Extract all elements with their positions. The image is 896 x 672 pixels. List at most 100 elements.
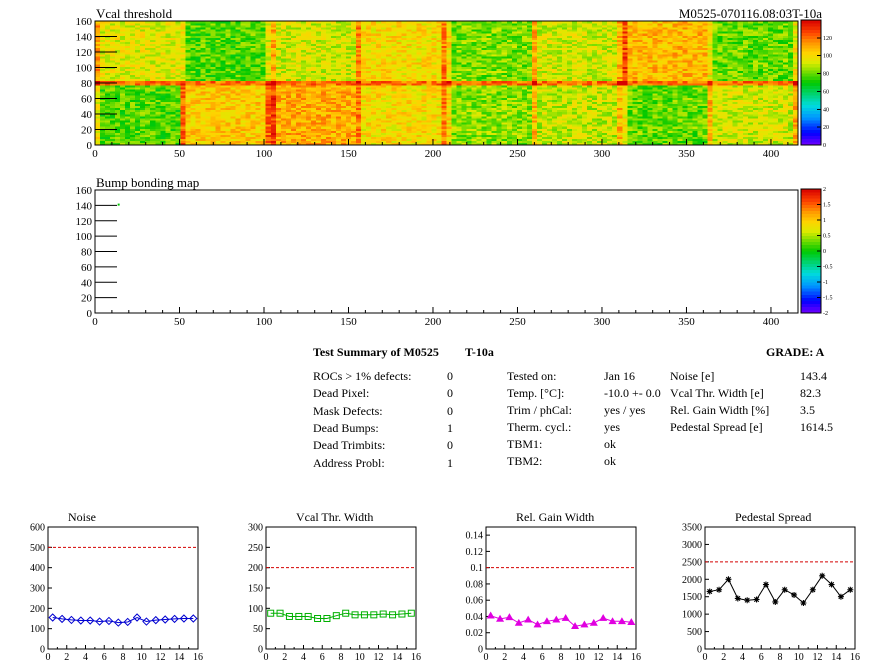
map-cell	[205, 126, 211, 129]
map-cell	[145, 130, 151, 133]
map-cell	[325, 85, 332, 88]
map-cell	[451, 122, 457, 125]
map-cell	[205, 64, 211, 67]
map-cell	[371, 25, 377, 28]
map-cell	[245, 70, 251, 73]
map-cell	[120, 105, 126, 109]
map-cell	[240, 58, 246, 61]
map-cell	[356, 87, 362, 90]
map-cell	[250, 130, 256, 133]
map-cell	[481, 62, 487, 65]
map-cell	[160, 72, 166, 76]
map-cell	[290, 114, 297, 117]
map-cell	[285, 35, 292, 38]
map-cell	[456, 109, 462, 113]
map-cell	[466, 70, 472, 73]
map-cell	[426, 114, 432, 117]
map-cell	[496, 105, 503, 109]
map-cell	[225, 97, 231, 100]
map-cell	[421, 52, 427, 55]
map-cell	[125, 23, 131, 26]
map-cell	[135, 91, 141, 94]
map-cell	[205, 91, 211, 94]
map-cell	[366, 29, 372, 32]
map-cell	[391, 66, 397, 69]
map-cell	[130, 52, 136, 55]
map-cell	[391, 89, 397, 92]
map-cell	[421, 21, 427, 24]
map-cell	[135, 27, 141, 30]
map-cell	[491, 80, 498, 84]
map-cell	[175, 122, 181, 125]
map-cell	[446, 76, 452, 80]
map-cell	[100, 33, 106, 36]
map-cell	[270, 95, 277, 98]
map-cell	[145, 78, 151, 82]
map-cell	[341, 124, 347, 127]
map-cell	[140, 66, 146, 69]
map-cell	[511, 130, 518, 133]
map-cell	[351, 111, 357, 115]
map-cell	[416, 27, 422, 30]
map-cell	[285, 33, 292, 36]
map-cell	[315, 128, 322, 131]
map-cell	[481, 103, 487, 107]
map-cell	[205, 35, 211, 38]
map-cell	[386, 118, 392, 121]
map-cell	[356, 101, 362, 104]
map-cell	[115, 91, 121, 94]
map-cell	[476, 101, 482, 104]
map-cell	[376, 134, 382, 138]
map-cell	[135, 111, 141, 115]
map-cell	[401, 132, 407, 135]
map-cell	[230, 45, 236, 49]
map-cell	[471, 62, 477, 65]
map-cell	[446, 43, 452, 47]
map-cell	[95, 68, 101, 71]
map-cell	[356, 74, 362, 78]
map-cell	[416, 130, 422, 133]
map-cell	[501, 134, 508, 138]
map-cell	[260, 41, 267, 45]
map-cell	[456, 66, 462, 69]
map-cell	[260, 49, 267, 53]
map-cell	[135, 78, 141, 82]
map-cell	[446, 78, 452, 82]
map-cell	[346, 128, 352, 131]
map-cell	[215, 89, 221, 92]
map-cell	[441, 80, 447, 84]
map-cell	[401, 140, 407, 144]
map-cell	[446, 101, 452, 104]
map-cell	[351, 62, 357, 65]
map-cell	[421, 97, 427, 100]
map-cell	[341, 126, 347, 129]
map-cell	[310, 134, 317, 138]
map-cell	[411, 72, 417, 76]
map-cell	[356, 103, 362, 107]
map-cell	[265, 87, 272, 90]
map-cell	[341, 116, 347, 119]
map-cell	[371, 107, 377, 111]
map-cell	[501, 99, 508, 102]
map-cell	[436, 41, 442, 45]
map-cell	[356, 54, 362, 57]
map-cell	[165, 97, 171, 100]
map-cell	[486, 128, 492, 131]
map-cell	[185, 140, 191, 144]
map-cell	[381, 64, 387, 67]
map-cell	[406, 97, 412, 100]
map-cell	[225, 132, 231, 135]
map-cell	[310, 140, 317, 144]
map-cell	[446, 29, 452, 32]
map-cell	[461, 27, 467, 30]
map-cell	[255, 31, 262, 34]
map-cell	[361, 93, 367, 96]
map-cell	[476, 37, 482, 40]
map-cell	[381, 76, 387, 80]
map-cell	[95, 27, 101, 30]
map-cell	[145, 126, 151, 129]
map-cell	[376, 78, 382, 82]
map-cell	[125, 93, 131, 96]
map-cell	[185, 107, 191, 111]
map-cell	[371, 45, 377, 49]
